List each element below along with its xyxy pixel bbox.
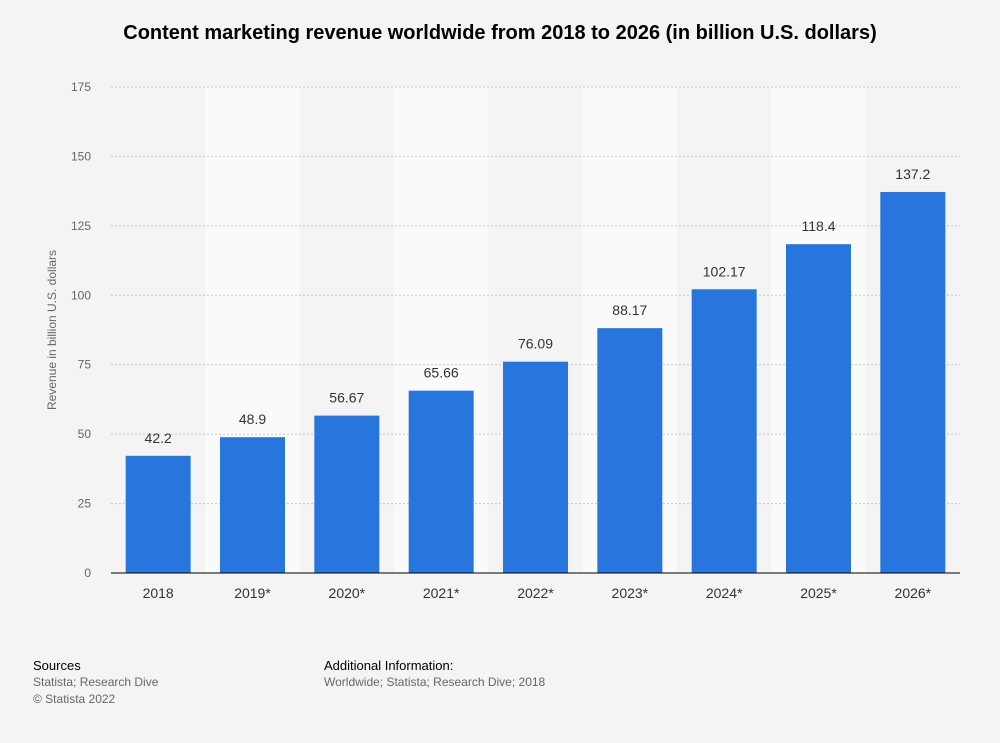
x-tick-label: 2026* — [895, 585, 932, 601]
y-tick-label: 175 — [71, 80, 91, 94]
bar — [220, 437, 285, 573]
x-tick-label: 2021* — [423, 585, 460, 601]
data-label: 88.17 — [612, 302, 647, 318]
x-tick-label: 2024* — [706, 585, 743, 601]
y-tick-label: 50 — [78, 427, 92, 441]
y-tick-label: 25 — [78, 497, 92, 511]
data-label: 42.2 — [145, 430, 172, 446]
x-tick-label: 2019* — [234, 585, 271, 601]
sources-block: Sources Statista; Research Dive © Statis… — [33, 657, 158, 708]
copyright-text: © Statista 2022 — [33, 692, 116, 706]
y-tick-label: 75 — [78, 358, 92, 372]
additional-info-block: Additional Information: Worldwide; Stati… — [324, 657, 545, 691]
x-tick-label: 2018 — [143, 585, 174, 601]
bar — [503, 361, 568, 573]
chart-title: Content marketing revenue worldwide from… — [123, 22, 877, 44]
additional-info-heading: Additional Information: — [324, 658, 454, 673]
bar — [597, 328, 663, 573]
y-tick-label: 100 — [71, 288, 91, 302]
y-axis-title: Revenue in billion U.S. dollars — [45, 250, 59, 410]
y-tick-label: 125 — [71, 219, 91, 233]
data-label: 76.09 — [518, 336, 553, 352]
bar — [314, 415, 380, 573]
bar-chart: 0 25 50 75 100 125 150 175 42.2 2018 48.9 2019* 56.6… — [45, 80, 960, 601]
additional-info-text: Worldwide; Statista; Research Dive; 2018 — [324, 675, 546, 689]
bar — [786, 244, 851, 573]
data-label: 48.9 — [239, 411, 266, 427]
y-tick-label: 150 — [71, 149, 91, 163]
sources-text: Statista; Research Dive — [33, 675, 159, 689]
sources-heading: Sources — [33, 658, 81, 673]
x-tick-label: 2022* — [517, 585, 554, 601]
y-tick-label: 0 — [84, 566, 91, 580]
data-label: 118.4 — [802, 218, 836, 234]
data-label: 102.17 — [703, 263, 746, 279]
data-label: 56.67 — [329, 390, 364, 406]
bar — [880, 191, 946, 573]
x-tick-label: 2025* — [800, 585, 837, 601]
x-tick-label: 2023* — [612, 585, 649, 601]
data-label: 65.66 — [424, 365, 459, 381]
bar — [125, 455, 191, 573]
bar — [408, 390, 474, 573]
data-label: 137.2 — [895, 166, 930, 182]
bar — [691, 289, 757, 573]
x-tick-label: 2020* — [329, 585, 366, 601]
